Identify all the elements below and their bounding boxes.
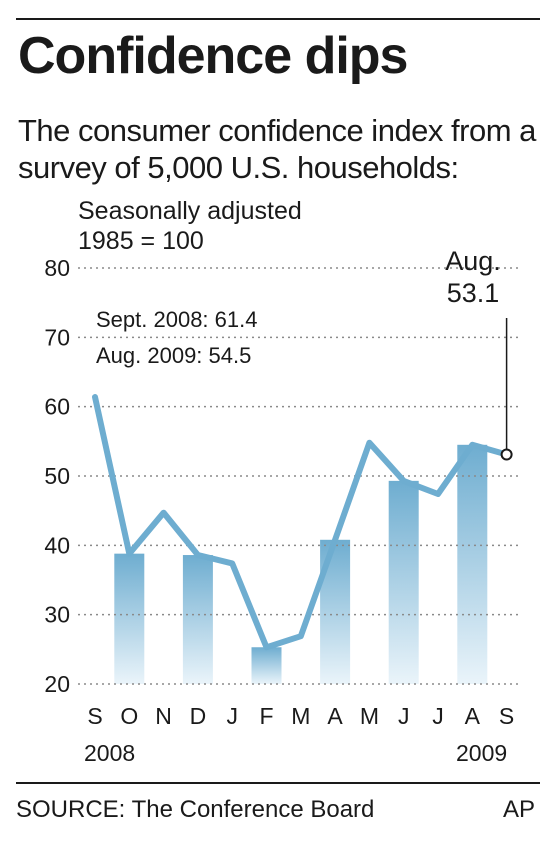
chart-title: Confidence dips — [18, 27, 408, 85]
year-label-start: 2008 — [84, 740, 136, 766]
x-tick-label-3: D — [190, 703, 207, 729]
y-tick-label-70: 70 — [44, 324, 70, 350]
year-label-end: 2009 — [456, 740, 508, 766]
source-note: SOURCE: The Conference Board — [16, 796, 375, 823]
series-group — [92, 318, 513, 651]
bottom-rule — [16, 782, 540, 784]
annotation-notes: Sept. 2008: 61.4 Aug. 2009: 54.5 — [96, 302, 257, 374]
gridlines — [78, 267, 518, 685]
y-tick-label-50: 50 — [44, 463, 70, 489]
y-tick-label-40: 40 — [44, 532, 70, 558]
x-tick-label-12: S — [499, 703, 514, 729]
latest-value-callout: Aug. 53.1 — [438, 245, 508, 309]
x-tick-label-6: M — [291, 703, 310, 729]
x-tick-label-0: S — [87, 703, 102, 729]
x-tick-label-7: A — [327, 703, 343, 729]
latest-point-marker — [500, 448, 513, 461]
credit-label: AP — [503, 796, 536, 823]
y-tick-label-20: 20 — [44, 671, 70, 697]
y-tick-label-30: 30 — [44, 602, 70, 628]
note-recent: Aug. 2009: 54.5 — [96, 343, 252, 368]
x-tick-label-11: A — [465, 703, 481, 729]
units-line-1: Seasonally adjusted — [78, 197, 302, 225]
chart-subtitle: The consumer confidence index from a sur… — [18, 113, 536, 185]
x-tick-label-4: J — [226, 703, 238, 729]
callout-value: 53.1 — [446, 278, 500, 308]
x-tick-label-2: N — [155, 703, 172, 729]
y-tick-label-60: 60 — [44, 394, 70, 420]
note-high: Sept. 2008: 61.4 — [96, 307, 258, 332]
top-rule — [16, 18, 540, 20]
units-line-2: 1985 = 100 — [78, 227, 204, 255]
series-line — [92, 394, 510, 651]
bar-band-group — [114, 444, 488, 684]
x-tick-label-9: J — [398, 703, 410, 729]
bar-band-F — [251, 647, 282, 684]
x-tick-label-10: J — [432, 703, 444, 729]
x-tick-label-8: M — [360, 703, 379, 729]
bar-band-O — [114, 553, 145, 684]
callout-month: Aug. — [445, 246, 501, 276]
bar-band-A — [457, 444, 488, 684]
units-note: Seasonally adjusted 1985 = 100 — [78, 196, 302, 256]
bar-band-D — [182, 555, 213, 684]
y-tick-label-80: 80 — [44, 255, 70, 281]
x-tick-label-1: O — [120, 703, 138, 729]
x-tick-label-5: F — [259, 703, 273, 729]
y-axis-ticks: 20 30 40 50 60 70 80 — [44, 255, 70, 697]
bar-band-J — [388, 480, 419, 684]
